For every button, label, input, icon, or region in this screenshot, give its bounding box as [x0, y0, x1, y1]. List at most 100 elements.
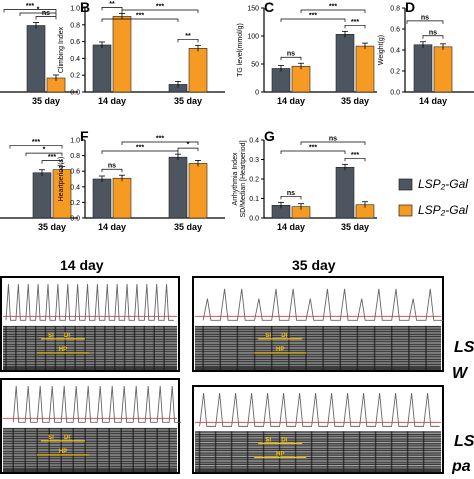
- x-tick-label: 14 day: [277, 96, 305, 106]
- sig-bracket: [3, 9, 57, 13]
- sig-bracket: [19, 12, 57, 16]
- hp-label: HP: [276, 347, 284, 353]
- sig-label: *: [187, 142, 190, 149]
- y-axis-label-line: Heartperiod(s): [58, 157, 65, 202]
- sig-bracket: [101, 7, 123, 11]
- y-tick-label: 0.8: [70, 153, 80, 160]
- sig-bracket: [280, 18, 346, 22]
- sig-label: ***: [351, 152, 359, 159]
- y-tick-label: 0.4: [249, 138, 259, 145]
- row-label-2b: pa: [451, 458, 471, 474]
- bar-b-1-1: [188, 48, 208, 93]
- y-tick-label: 0.8: [70, 22, 80, 29]
- heartbeat-trace: [5, 283, 174, 321]
- row-label-1a: LS: [454, 339, 474, 356]
- bar-f-0-1: [112, 177, 132, 219]
- sig-bracket: [25, 152, 63, 157]
- y-tick-label: 0.2: [70, 200, 80, 207]
- y-axis-label: Heartperiod(s): [58, 157, 65, 202]
- si-label: SI: [265, 438, 271, 444]
- panel-letter-d: D: [405, 0, 415, 15]
- bar-c-0-1: [291, 65, 311, 93]
- sig-bracket: [344, 24, 366, 29]
- sig-label: ***: [309, 145, 317, 152]
- x-tick-label: 35 day: [32, 96, 60, 106]
- y-tick-label: 1.0: [70, 6, 80, 13]
- y-tick-label: 0.1: [249, 196, 259, 203]
- bar-f-0-0: [92, 178, 112, 219]
- sig-bracket: [280, 195, 302, 200]
- panel-letter-f: F: [80, 128, 89, 144]
- y-tick-label: 0.4: [70, 184, 80, 191]
- sig-label: ns: [287, 51, 295, 58]
- y-tick-label: 0.0: [249, 216, 259, 223]
- bar-c-1-1: [355, 45, 375, 93]
- y-tick-label: 0.2: [70, 73, 80, 80]
- trace-panel-1: SI DI HP: [0, 276, 180, 372]
- sig-label: **: [185, 33, 191, 40]
- y-axis-label: Weight(g): [378, 35, 385, 65]
- si-label: SI: [48, 333, 54, 339]
- y-axis-label-line: TG level(mmol/g): [237, 23, 244, 77]
- hp-label: HP: [276, 452, 284, 458]
- sig-bracket: [344, 157, 366, 162]
- panel-letter-c: C: [264, 0, 274, 15]
- sig-bracket: [9, 145, 63, 149]
- trace-col-label-35: 35 day: [292, 257, 336, 273]
- y-tick-label: 0.0: [390, 90, 400, 97]
- sig-bracket: [300, 141, 366, 145]
- sig-bracket: [35, 16, 57, 20]
- x-tick-label: 35 day: [174, 222, 202, 232]
- sig-label: **: [109, 1, 115, 8]
- bar-d-0-0: [413, 44, 433, 93]
- chart-panel-d: D 0.0 0.2 0.4 0.6 0.8 Weight(g) 14 day ns ns: [378, 0, 474, 106]
- sig-label: ns: [108, 163, 116, 170]
- chart-panel-e: 35 day*******: [0, 139, 78, 232]
- di-label: DI: [281, 333, 287, 339]
- panel-letter-g: G: [264, 128, 275, 144]
- x-tick-label: 35 day: [38, 222, 66, 232]
- hp-label: HP: [59, 449, 67, 455]
- sig-bracket: [406, 20, 444, 24]
- sig-bracket: [177, 147, 199, 152]
- di-label: DI: [64, 435, 70, 441]
- y-axis-label-line: SD/Median [Heartperiod]: [240, 140, 247, 217]
- row-label-2a: LS: [454, 433, 474, 450]
- bar-c-1-0: [335, 34, 355, 93]
- y-tick-label: 0.8: [390, 6, 400, 13]
- x-tick-label: 14 day: [98, 96, 126, 106]
- bar-f-1-0: [168, 156, 188, 219]
- sig-label: ***: [136, 13, 144, 20]
- x-tick-label: 14 day: [419, 96, 447, 106]
- sig-label: ***: [156, 136, 164, 143]
- sig-bracket: [101, 150, 179, 154]
- sig-bracket: [101, 168, 123, 173]
- y-tick-label: 0: [255, 90, 259, 97]
- sig-label: ns: [429, 29, 437, 36]
- y-tick-label: 150: [247, 6, 259, 13]
- y-tick-label: 0.6: [70, 39, 80, 46]
- sig-bracket: [41, 160, 63, 164]
- bar-f-1-1: [188, 163, 208, 219]
- trace-panel-2: SI DI HP: [192, 276, 444, 372]
- sig-label: ***: [32, 139, 40, 146]
- sig-bracket: [121, 9, 199, 13]
- y-axis-label-line: Climbing Index: [58, 26, 65, 73]
- y-tick-label: 0.2: [249, 177, 259, 184]
- si-label: SI: [265, 333, 271, 339]
- chart-panel-c: C 0 50 100 150 TG level(mmol/g) 14 day 35 day ns…: [237, 0, 377, 106]
- bar-b-0-1: [112, 16, 132, 93]
- y-tick-label: 0.3: [249, 157, 259, 164]
- sig-label: ***: [156, 4, 164, 11]
- panel-letter-b: B: [80, 0, 90, 15]
- y-tick-label: 50: [251, 62, 259, 69]
- bar-a-0-0: [26, 25, 46, 93]
- heartbeat-trace: [12, 385, 182, 423]
- legend-label-1: LSP₂-Gal: [418, 177, 468, 191]
- di-label: DI: [281, 438, 287, 444]
- legend-swatch-2: [398, 204, 413, 217]
